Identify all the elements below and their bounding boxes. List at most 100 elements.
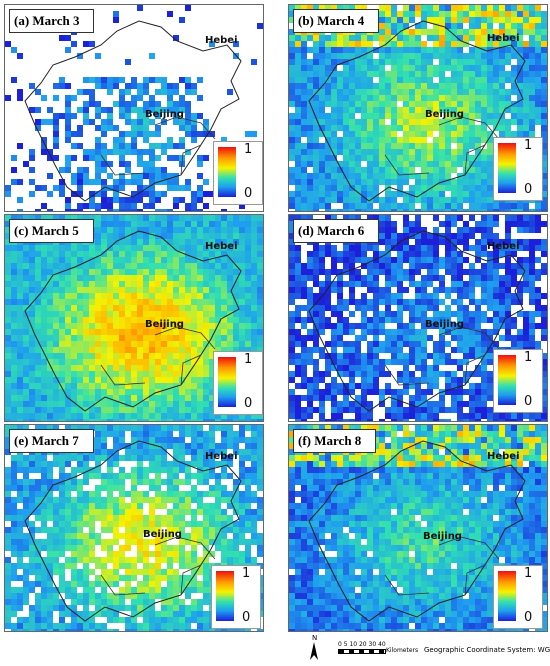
raster-cell <box>233 311 239 317</box>
raster-cell <box>77 401 83 407</box>
raster-cell <box>71 419 77 421</box>
raster-cell <box>203 413 209 419</box>
raster-cell <box>119 131 125 137</box>
raster-cell <box>203 371 209 377</box>
raster-cell <box>409 353 415 359</box>
raster-cell <box>137 197 143 203</box>
raster-cell <box>209 353 215 359</box>
raster-cell <box>469 191 475 197</box>
raster-cell <box>107 209 113 211</box>
raster-cell <box>409 413 415 419</box>
raster-cell <box>185 413 191 419</box>
raster-cell <box>511 77 517 83</box>
raster-cell <box>409 269 415 275</box>
raster-cell <box>289 95 295 101</box>
raster-cell <box>179 239 185 245</box>
raster-cell <box>125 305 131 311</box>
raster-cell <box>257 413 263 419</box>
raster-cell <box>355 407 361 413</box>
raster-cell <box>541 23 547 29</box>
raster-cell <box>331 305 337 311</box>
raster-cell <box>77 329 83 335</box>
raster-cell <box>517 329 523 335</box>
raster-cell <box>463 29 469 35</box>
raster-cell <box>391 125 397 131</box>
raster-cell <box>161 407 167 413</box>
raster-cell <box>343 173 349 179</box>
raster-cell <box>161 221 167 227</box>
raster-cell <box>107 455 113 461</box>
raster-cell <box>463 101 469 107</box>
raster-cell <box>59 371 65 377</box>
raster-cell <box>493 5 499 11</box>
raster-cell <box>457 125 463 131</box>
raster-cell <box>185 221 191 227</box>
raster-cell <box>403 89 409 95</box>
raster-cell <box>499 419 505 421</box>
raster-cell <box>349 371 355 377</box>
raster-cell <box>451 119 457 125</box>
raster-cell <box>83 479 89 485</box>
raster-cell <box>469 59 475 65</box>
raster-cell <box>421 353 427 359</box>
raster-cell <box>5 323 11 329</box>
raster-cell <box>391 263 397 269</box>
raster-cell <box>409 29 415 35</box>
raster-cell <box>107 419 113 421</box>
raster-cell <box>307 263 313 269</box>
raster-cell <box>307 149 313 155</box>
raster-cell <box>149 293 155 299</box>
raster-cell <box>487 197 493 203</box>
raster-cell <box>131 191 137 197</box>
raster-cell <box>541 179 547 185</box>
raster-cell <box>35 377 41 383</box>
raster-cell <box>289 221 295 227</box>
raster-cell <box>101 431 107 437</box>
raster-cell <box>239 425 245 431</box>
raster-cell <box>179 257 185 263</box>
raster-cell <box>11 263 17 269</box>
raster-cell <box>433 95 439 101</box>
raster-cell <box>295 155 301 161</box>
raster-cell <box>469 113 475 119</box>
raster-cell <box>161 173 167 179</box>
raster-cell <box>257 335 263 341</box>
raster-cell <box>101 305 107 311</box>
raster-cell <box>59 83 65 89</box>
raster-cell <box>143 413 149 419</box>
raster-cell <box>107 479 113 485</box>
raster-cell <box>161 269 167 275</box>
raster-cell <box>481 191 487 197</box>
raster-cell <box>5 485 11 491</box>
raster-cell <box>391 197 397 203</box>
raster-cell <box>421 227 427 233</box>
raster-cell <box>77 389 83 395</box>
raster-cell <box>101 365 107 371</box>
raster-cell <box>403 71 409 77</box>
raster-cell <box>535 287 541 293</box>
raster-cell <box>343 359 349 365</box>
raster-cell <box>313 137 319 143</box>
raster-cell <box>5 329 11 335</box>
raster-cell <box>221 233 227 239</box>
raster-cell <box>511 221 517 227</box>
raster-cell <box>427 95 433 101</box>
raster-cell <box>475 341 481 347</box>
raster-cell <box>445 53 451 59</box>
raster-cell <box>337 383 343 389</box>
raster-cell <box>493 323 499 329</box>
raster-cell <box>125 89 131 95</box>
raster-cell <box>541 197 547 203</box>
raster-cell <box>511 113 517 119</box>
raster-cell <box>155 131 161 137</box>
raster-cell <box>65 83 71 89</box>
raster-cell <box>35 119 41 125</box>
raster-cell <box>77 461 83 467</box>
raster-cell <box>481 155 487 161</box>
raster-cell <box>481 401 487 407</box>
raster-cell <box>433 71 439 77</box>
raster-cell <box>47 287 53 293</box>
raster-cell <box>469 197 475 203</box>
raster-cell <box>83 347 89 353</box>
raster-cell <box>301 197 307 203</box>
